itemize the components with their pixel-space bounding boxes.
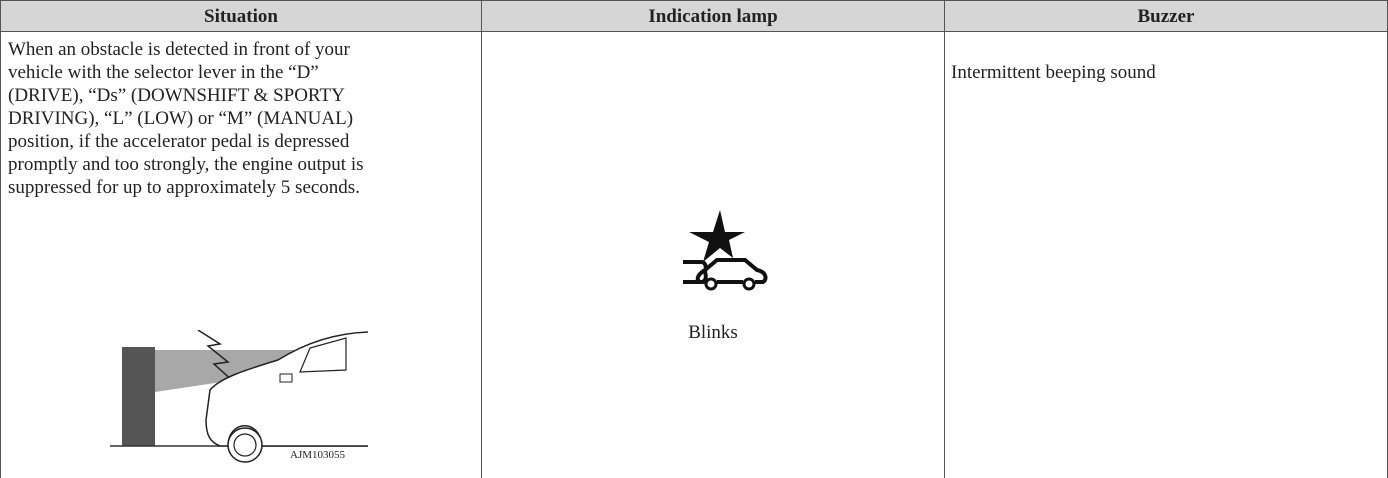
cell-border — [481, 32, 482, 478]
indicator-icon — [683, 210, 768, 291]
situation-line: When an obstacle is detected in front of… — [8, 39, 350, 60]
figure-code: AJM103055 — [290, 449, 346, 461]
buzzer-text: Intermittent beeping sound — [951, 62, 1156, 83]
situation-line: position, if the accelerator pedal is de… — [8, 131, 350, 152]
situation-line: vehicle with the selector lever in the “… — [8, 62, 319, 83]
header-cell: Situation — [0, 0, 482, 32]
situation-line: suppressed for up to approximately 5 sec… — [8, 177, 360, 198]
situation-line: promptly and too strongly, the engine ou… — [8, 154, 364, 175]
lamp-state: Blinks — [688, 322, 738, 343]
situation-text: When an obstacle is detected in front of… — [8, 38, 364, 199]
cell-border — [0, 32, 1, 478]
illustration — [110, 330, 369, 463]
situation-line: DRIVING), “L” (LOW) or “M” (MANUAL) — [8, 108, 354, 129]
situation-line: (DRIVE), “Ds” (DOWNSHIFT & SPORTY — [8, 85, 345, 106]
header-cell: Indication lamp — [481, 0, 945, 32]
header-cell: Buzzer — [944, 0, 1388, 32]
cell-border — [944, 32, 945, 478]
